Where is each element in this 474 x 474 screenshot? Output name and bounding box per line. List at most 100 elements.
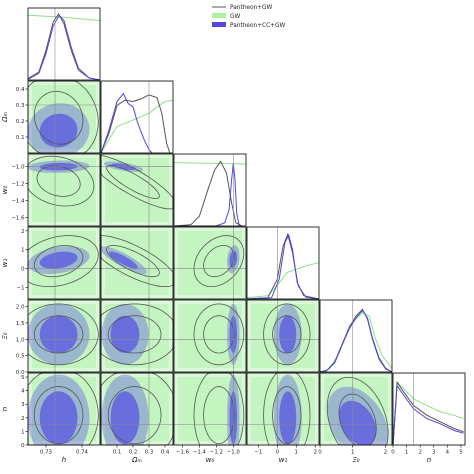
- y-tick-label-w0: −1.4: [11, 199, 25, 205]
- panel-om-w0: [100, 153, 174, 227]
- panel-w1-n: [246, 372, 320, 446]
- panel-1d-h: [27, 7, 101, 81]
- pantheon-gw-contour-68: [33, 315, 84, 354]
- posterior-gw: [100, 99, 174, 154]
- y-tick-label-xi0: 0.0: [16, 370, 25, 376]
- panel-frame: [100, 372, 174, 446]
- panel-h-n: [27, 372, 101, 446]
- y-tick-label-w1: 1: [21, 248, 24, 254]
- y-tick-label-w0: −1.0: [11, 165, 25, 171]
- x-tick-label-n: 1: [405, 450, 408, 456]
- x-tick-label-om: 0.1: [113, 450, 122, 456]
- posterior-gw: [173, 162, 247, 165]
- pantheon-gw-contour-95: [193, 303, 245, 366]
- panel-frame: [173, 226, 247, 300]
- panel-1d-w1: [246, 226, 320, 300]
- y-tick-label-om: 0.2: [16, 119, 25, 125]
- y-tick-label-w1: 2: [21, 229, 24, 235]
- pantheon-gw-contour-68: [33, 245, 84, 278]
- panel-frame: [246, 226, 320, 300]
- x-tick-label-om: 0.4: [161, 450, 170, 456]
- x-tick-label-w0: −1.2: [210, 450, 223, 456]
- panel-frame: [173, 153, 247, 227]
- panel-1d-xi0: [319, 299, 393, 373]
- x-tick-label-xi0: 1: [351, 450, 354, 456]
- x-axis-label-xi0: Ξ₀: [352, 456, 359, 464]
- panel-w0-w1: [173, 226, 247, 300]
- combined-contour-68: [279, 391, 297, 445]
- combined-contour-68: [110, 315, 140, 353]
- panel-frame: [173, 372, 247, 446]
- panel-frame: [246, 372, 320, 446]
- y-tick-label-xi0: 1.5: [16, 321, 25, 327]
- pantheon-gw-contour-68: [203, 245, 235, 278]
- y-tick-label-n: 3: [21, 402, 24, 408]
- y-tick-label-w0: −1.6: [11, 216, 25, 222]
- posterior-gw: [319, 311, 393, 373]
- x-tick-label-w0: −1.0: [227, 450, 241, 456]
- x-tick-label-h: 0.73: [40, 450, 52, 456]
- y-tick-label-w0: −1.2: [11, 182, 24, 188]
- panel-frame: [27, 299, 101, 373]
- panel-om-xi0: [100, 299, 174, 373]
- posterior-pantheon-gw: [100, 94, 171, 154]
- x-axis-label-h: h: [62, 456, 66, 464]
- panel-w0-xi0: [173, 299, 247, 373]
- y-tick-label-w1: −1: [17, 286, 25, 292]
- pantheon-gw-contour-68: [33, 90, 84, 145]
- panel-frame: [27, 226, 101, 300]
- pantheon-gw-contour-68: [106, 164, 160, 199]
- pantheon-gw-contour-68: [33, 386, 84, 445]
- posterior-pantheon-gw: [27, 13, 101, 81]
- x-tick-label-h: 0.74: [76, 450, 89, 456]
- panel-frame: [100, 226, 174, 300]
- y-tick-label-xi0: 1.0: [16, 337, 25, 343]
- x-tick-label-om: 0.2: [129, 450, 138, 456]
- panel-frame: [100, 299, 174, 373]
- panels: 0.73 0.74 h 0.1 0.2 0.3 0.4 Ωₘ −1.6 −1.4 −1.2 −1.0 w…: [1, 7, 466, 464]
- pantheon-gw-contour-68: [272, 315, 302, 354]
- legend-swatch-gw: [212, 13, 226, 18]
- x-axis-label-om: Ωₘ: [131, 456, 142, 464]
- y-axis-label-w1: w₁: [1, 259, 9, 268]
- x-tick-label-w1: 0: [276, 450, 280, 456]
- legend-swatch-pantheon-cc-gw: [212, 22, 226, 27]
- y-axis-label-xi0: Ξ₀: [1, 332, 9, 339]
- x-tick-label-n: 5: [459, 450, 462, 456]
- pantheon-gw-contour-68: [203, 386, 235, 445]
- posterior-pantheon-cc-gw: [174, 163, 240, 227]
- combined-contour-68: [39, 251, 78, 269]
- panel-w1-xi0: [246, 299, 320, 373]
- legend-label-gw: GW: [230, 14, 240, 20]
- x-tick-label-w1: 1: [295, 450, 298, 456]
- y-tick-label-om: 0.3: [16, 103, 25, 109]
- posterior-pantheon-gw: [246, 232, 320, 300]
- posterior-pantheon-cc-gw: [100, 92, 153, 154]
- y-tick-label-om: 0.1: [16, 135, 25, 141]
- pantheon-gw-contour-68: [203, 315, 235, 354]
- combined-contour-68: [39, 391, 78, 445]
- y-axis-label-om: Ωₘ: [1, 112, 9, 123]
- gw-contour-68: [105, 158, 169, 222]
- panel-frame: [173, 299, 247, 373]
- combined-contour-68: [109, 251, 138, 269]
- posterior-pantheon-gw: [392, 380, 464, 446]
- x-tick-label-n: 2: [418, 450, 421, 456]
- panel-frame: [27, 372, 101, 446]
- y-tick-label-n: 2: [21, 416, 24, 422]
- pantheon-gw-contour-95: [263, 303, 311, 366]
- combined-contour-68: [39, 315, 78, 353]
- y-tick-label-n: 4: [21, 389, 25, 395]
- y-tick-label-om: 0.4: [16, 87, 25, 93]
- panel-frame: [27, 80, 101, 154]
- panel-frame: [319, 299, 393, 373]
- panel-1d-n: [392, 372, 466, 446]
- posterior-pantheon-cc-gw: [246, 233, 320, 300]
- panel-frame: [392, 372, 466, 446]
- pantheon-gw-contour-68: [107, 315, 162, 354]
- panel-h-w0: [27, 153, 101, 227]
- combined-contour-68: [339, 400, 377, 445]
- x-tick-label-n: 4: [446, 450, 450, 456]
- posterior-pantheon-gw: [173, 160, 243, 227]
